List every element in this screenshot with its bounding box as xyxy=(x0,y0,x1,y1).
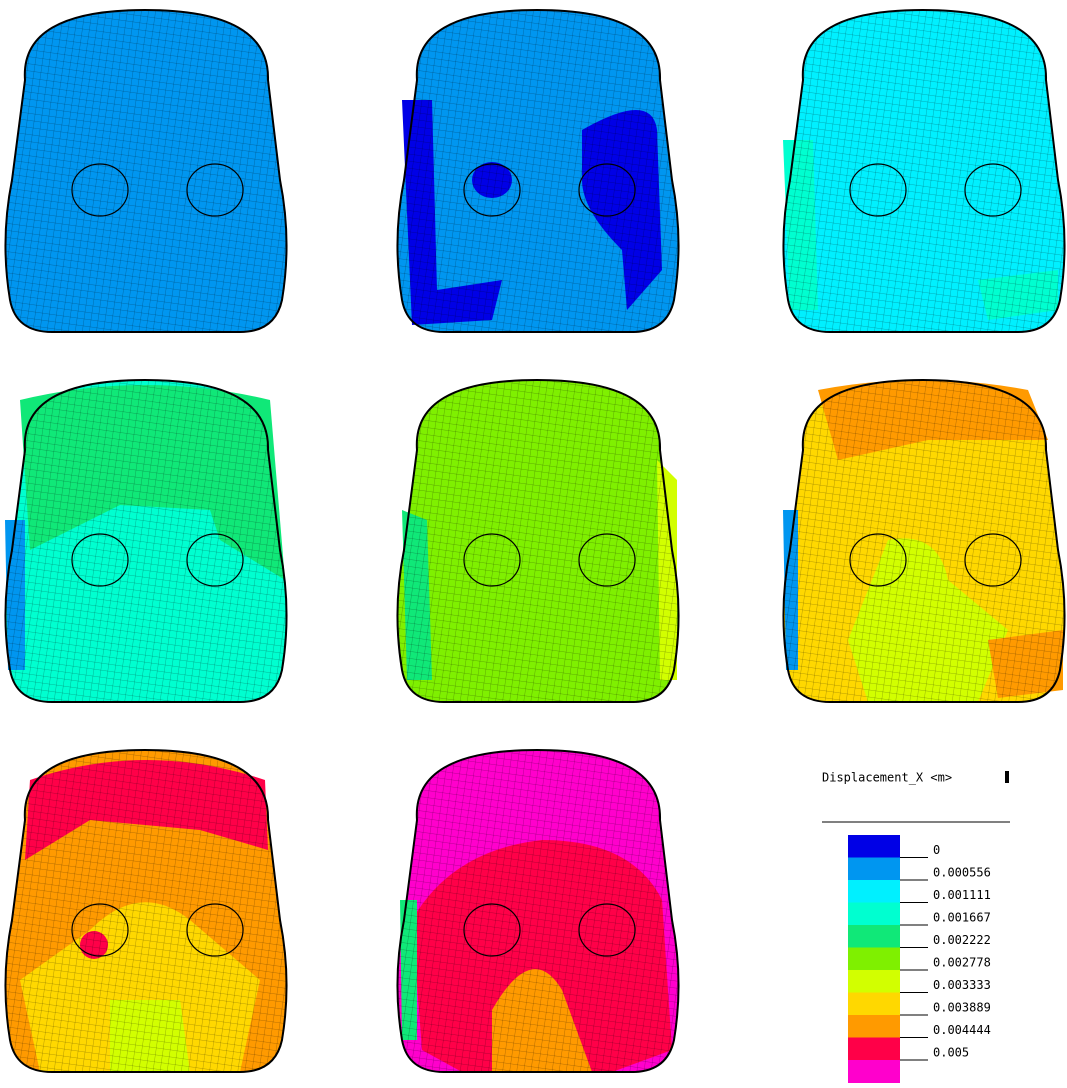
skull-plot xyxy=(396,8,680,333)
mesh xyxy=(5,750,287,1072)
skull-outline xyxy=(396,378,680,703)
eye-socket xyxy=(186,533,244,587)
legend-swatch xyxy=(848,1037,900,1061)
skull-plot xyxy=(4,748,288,1073)
eye-socket xyxy=(71,903,129,957)
mesh xyxy=(5,10,287,332)
legend-label: 0.001111 xyxy=(933,888,991,902)
eye-socket xyxy=(964,533,1022,587)
legend-swatch xyxy=(848,970,900,993)
skull-grid xyxy=(4,8,1066,1073)
legend-title: Displacement_X <m> xyxy=(822,771,952,785)
mesh xyxy=(397,380,679,702)
eye-socket xyxy=(463,163,521,217)
legend-label: 0.003333 xyxy=(933,978,991,992)
mesh xyxy=(5,380,287,702)
eye-socket xyxy=(849,163,907,217)
cursor xyxy=(1005,771,1009,783)
legend-swatch xyxy=(848,925,900,948)
legend-label: 0 xyxy=(933,843,940,857)
eye-socket xyxy=(71,533,129,587)
legend-swatch xyxy=(848,902,900,926)
skull-plot xyxy=(396,748,680,1073)
legend-label: 0.000556 xyxy=(933,866,991,880)
legend-swatch xyxy=(848,947,900,971)
legend: 0 0.000556 0.001111 0.001667 0.002222 0.00277… xyxy=(848,835,991,1083)
legend-swatch xyxy=(848,1060,900,1083)
eye-socket xyxy=(849,533,907,587)
mesh xyxy=(397,750,679,1072)
skull-outline xyxy=(782,378,1066,703)
legend-swatch xyxy=(848,880,900,903)
legend-label: 0.005 xyxy=(933,1046,969,1060)
eye-socket xyxy=(463,533,521,587)
legend-label: 0.002778 xyxy=(933,956,991,970)
skull-plot xyxy=(782,8,1066,333)
skull-plot xyxy=(4,378,288,703)
legend-label: 0.002222 xyxy=(933,933,991,947)
eye-socket xyxy=(964,163,1022,217)
eye-socket xyxy=(186,163,244,217)
skull-plot xyxy=(782,378,1066,703)
eye-socket xyxy=(186,903,244,957)
legend-swatch xyxy=(848,992,900,1016)
skull-plot xyxy=(396,378,680,703)
skull-outline xyxy=(396,8,680,333)
legend-swatch xyxy=(848,835,900,858)
eye-socket xyxy=(578,903,636,957)
legend-label: 0.001667 xyxy=(933,911,991,925)
skull-outline xyxy=(4,378,288,703)
skull-outline xyxy=(4,748,288,1073)
eye-socket xyxy=(71,163,129,217)
legend-swatch xyxy=(848,1015,900,1038)
mesh xyxy=(397,10,679,332)
skull-plot xyxy=(4,8,288,333)
eye-socket xyxy=(578,163,636,217)
mesh xyxy=(783,10,1065,332)
skull-outline xyxy=(396,748,680,1073)
eye-socket xyxy=(578,533,636,587)
legend-label: 0.003889 xyxy=(933,1001,991,1015)
mesh xyxy=(783,380,1065,702)
legend-label: 0.004444 xyxy=(933,1023,991,1037)
legend-swatch xyxy=(848,857,900,881)
eye-socket xyxy=(463,903,521,957)
skull-outline xyxy=(782,8,1066,333)
skull-outline xyxy=(4,8,288,333)
